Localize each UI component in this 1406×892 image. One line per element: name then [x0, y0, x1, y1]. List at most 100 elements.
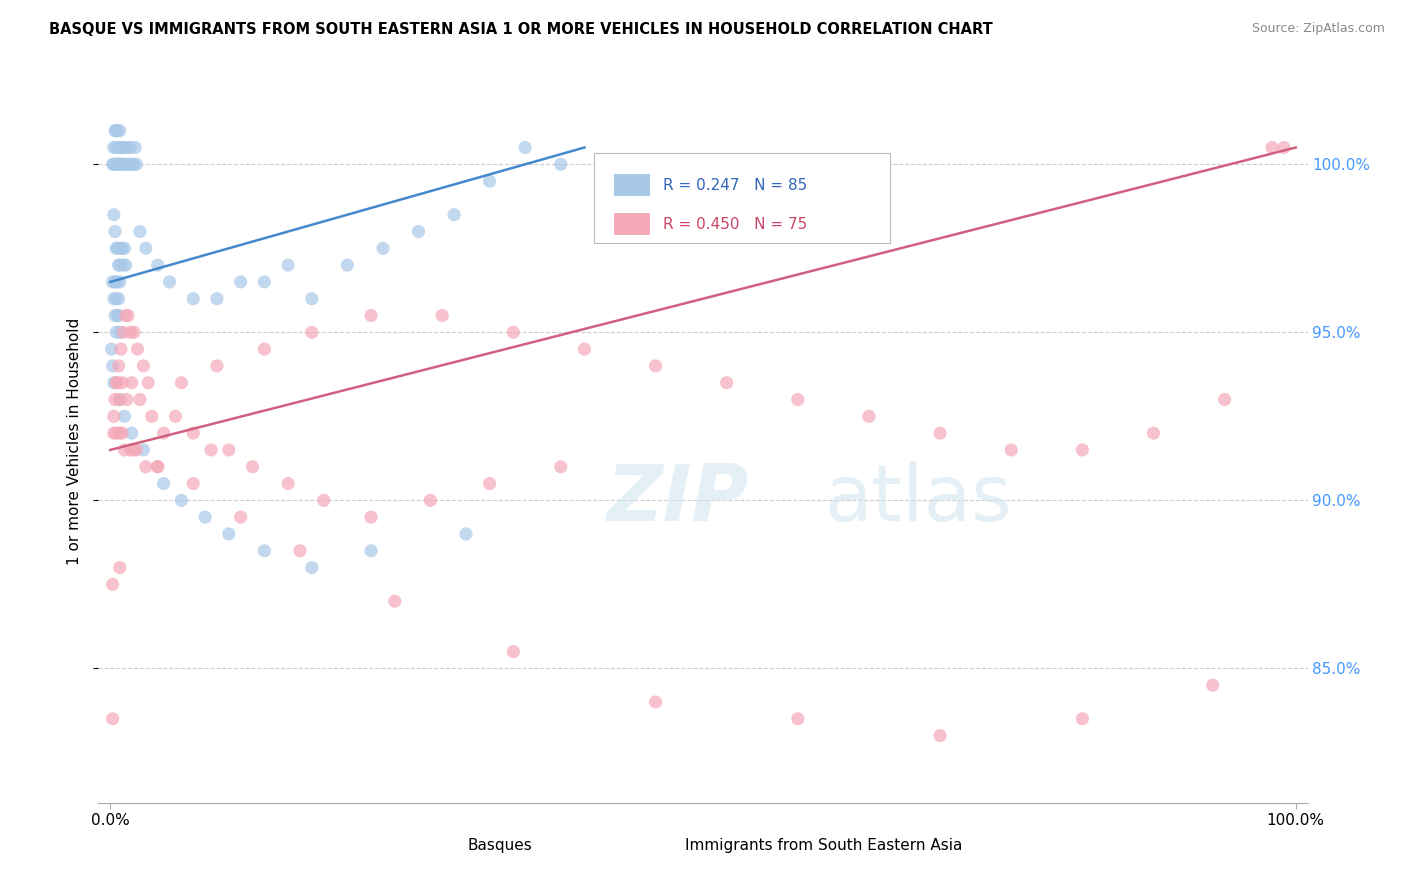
- Text: BASQUE VS IMMIGRANTS FROM SOUTH EASTERN ASIA 1 OR MORE VEHICLES IN HOUSEHOLD COR: BASQUE VS IMMIGRANTS FROM SOUTH EASTERN …: [49, 22, 993, 37]
- Point: [111, 157, 134, 171]
- Point: [105, 241, 128, 255]
- Point: [644, 359, 666, 373]
- Point: [1272, 140, 1295, 154]
- Point: [478, 476, 501, 491]
- Point: [253, 275, 276, 289]
- Point: [432, 309, 454, 323]
- FancyBboxPatch shape: [595, 153, 890, 243]
- Point: [454, 527, 477, 541]
- Point: [108, 560, 131, 574]
- Point: [105, 275, 128, 289]
- Point: [502, 326, 524, 340]
- Point: [122, 157, 145, 171]
- Point: [152, 426, 174, 441]
- Point: [118, 157, 141, 171]
- Point: [1213, 392, 1236, 407]
- Point: [929, 426, 952, 441]
- Point: [110, 140, 132, 154]
- Point: [125, 157, 148, 171]
- Point: [929, 729, 952, 743]
- Point: [550, 157, 572, 171]
- Point: [105, 124, 128, 138]
- Point: [121, 157, 143, 171]
- Y-axis label: 1 or more Vehicles in Household: 1 or more Vehicles in Household: [67, 318, 83, 566]
- Point: [108, 258, 131, 272]
- Point: [104, 309, 127, 323]
- Point: [121, 376, 143, 390]
- Point: [114, 258, 136, 272]
- Point: [111, 376, 134, 390]
- Point: [110, 157, 132, 171]
- Point: [104, 275, 127, 289]
- Point: [114, 409, 136, 424]
- Point: [101, 577, 124, 591]
- Point: [100, 342, 122, 356]
- Point: [122, 442, 145, 457]
- Point: [152, 476, 174, 491]
- Text: Source: ZipAtlas.com: Source: ZipAtlas.com: [1251, 22, 1385, 36]
- Point: [105, 124, 128, 138]
- Point: [1202, 678, 1225, 692]
- Point: [115, 392, 138, 407]
- Point: [229, 510, 252, 524]
- Text: R = 0.450   N = 75: R = 0.450 N = 75: [664, 217, 807, 232]
- Point: [301, 326, 323, 340]
- Point: [112, 258, 135, 272]
- Text: ZIP: ZIP: [606, 461, 748, 537]
- Point: [205, 359, 228, 373]
- Point: [107, 157, 129, 171]
- Point: [108, 426, 131, 441]
- Point: [105, 241, 128, 255]
- Point: [384, 594, 406, 608]
- Text: R = 0.247   N = 85: R = 0.247 N = 85: [664, 178, 807, 193]
- Point: [101, 157, 124, 171]
- Point: [443, 208, 465, 222]
- Point: [122, 326, 145, 340]
- Point: [1142, 426, 1164, 441]
- Point: [104, 225, 127, 239]
- Point: [104, 157, 127, 171]
- Point: [146, 459, 169, 474]
- Point: [502, 644, 524, 658]
- Point: [115, 157, 138, 171]
- Point: [253, 342, 276, 356]
- Point: [371, 241, 394, 255]
- Point: [419, 493, 441, 508]
- Point: [117, 309, 139, 323]
- Point: [111, 426, 134, 441]
- Point: [229, 275, 252, 289]
- Point: [218, 527, 240, 541]
- Point: [301, 292, 323, 306]
- Point: [114, 442, 136, 457]
- FancyBboxPatch shape: [613, 175, 650, 196]
- Point: [112, 157, 135, 171]
- Point: [105, 157, 128, 171]
- Point: [111, 241, 134, 255]
- Point: [114, 241, 136, 255]
- Point: [170, 376, 193, 390]
- Point: [550, 459, 572, 474]
- FancyBboxPatch shape: [613, 213, 650, 235]
- Point: [101, 359, 124, 373]
- Point: [360, 309, 382, 323]
- Point: [288, 543, 311, 558]
- Point: [108, 392, 131, 407]
- Point: [515, 140, 537, 154]
- Point: [107, 292, 129, 306]
- Point: [159, 275, 181, 289]
- Point: [277, 476, 299, 491]
- Point: [716, 376, 738, 390]
- Point: [108, 157, 131, 171]
- Text: Basques: Basques: [467, 838, 531, 853]
- Point: [858, 409, 880, 424]
- Point: [107, 309, 129, 323]
- Point: [105, 326, 128, 340]
- Point: [103, 208, 125, 222]
- Point: [114, 309, 136, 323]
- Point: [120, 442, 142, 457]
- Point: [574, 342, 596, 356]
- Point: [121, 426, 143, 441]
- Point: [101, 712, 124, 726]
- Point: [136, 376, 159, 390]
- Point: [104, 124, 127, 138]
